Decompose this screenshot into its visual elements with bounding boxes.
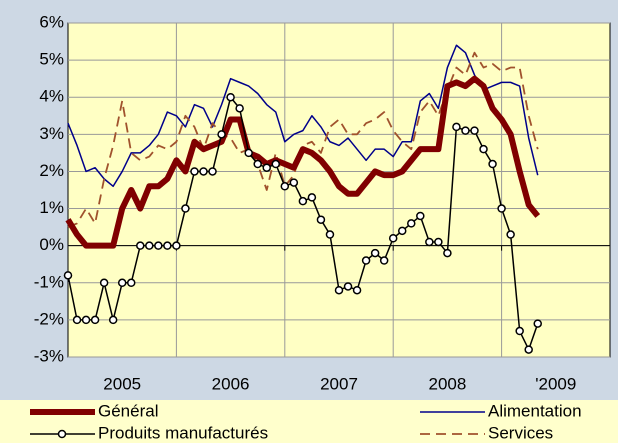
point [524,345,533,354]
point [370,248,380,258]
point [407,219,416,228]
point [81,315,91,325]
point [533,319,542,328]
x-tick-label: 2007 [320,374,358,393]
x-tick-label: 2008 [428,374,466,393]
point [208,167,217,176]
point [361,256,371,265]
legend-label: Alimentation [488,401,582,420]
y-tick-label: 1% [39,198,64,217]
point [298,196,308,206]
point [226,92,235,102]
point [343,282,353,291]
point [488,159,497,169]
point [452,122,461,132]
point [497,204,506,213]
point [506,230,515,239]
point [99,278,109,288]
series-line [67,51,539,228]
point [217,130,226,139]
series-line [67,44,539,188]
point [136,241,145,250]
point [181,204,190,213]
y-tick-label: 5% [39,50,64,69]
x-tick-label: 2006 [212,374,250,393]
point [443,248,452,258]
point [307,193,317,202]
y-tick-label: -2% [34,309,64,328]
point [253,159,262,169]
point [163,241,172,250]
legend-box [0,400,618,443]
y-tick-label: 2% [39,161,64,180]
point [63,271,73,280]
y-tick-label: -1% [34,272,64,291]
point [461,126,470,135]
y-tick-label: 6% [39,12,64,31]
x-tick-label: 2005 [103,374,141,393]
legend-label: Services [488,423,553,442]
point [515,326,524,336]
point [117,278,127,288]
point [280,182,290,191]
point [397,226,407,236]
series-line [65,75,541,249]
point [108,315,118,325]
y-tick-label: -3% [34,346,64,365]
point [334,285,344,295]
legend-label: Général [98,401,158,420]
y-tick-label: 3% [39,124,64,143]
point [199,167,208,176]
point [244,148,253,158]
legend-marker [57,429,67,439]
point [271,159,281,169]
point [425,237,434,247]
point [479,144,488,154]
point [235,104,244,113]
point [90,315,100,325]
point [352,285,362,295]
point [145,241,154,250]
point [379,256,389,265]
point [388,233,398,243]
y-tick-label: 0% [39,235,64,254]
point [172,241,181,250]
y-tick-label: 4% [39,87,64,106]
point [470,126,479,135]
point [325,230,335,239]
point [190,167,199,176]
point [262,163,271,172]
x-tick-label: '2009 [535,374,576,393]
point [434,237,443,247]
point [154,241,163,250]
point [289,178,299,187]
point [416,211,425,221]
point [126,278,136,288]
point [72,315,82,325]
point [316,215,326,224]
legend-label: Produits manufacturés [98,423,268,442]
